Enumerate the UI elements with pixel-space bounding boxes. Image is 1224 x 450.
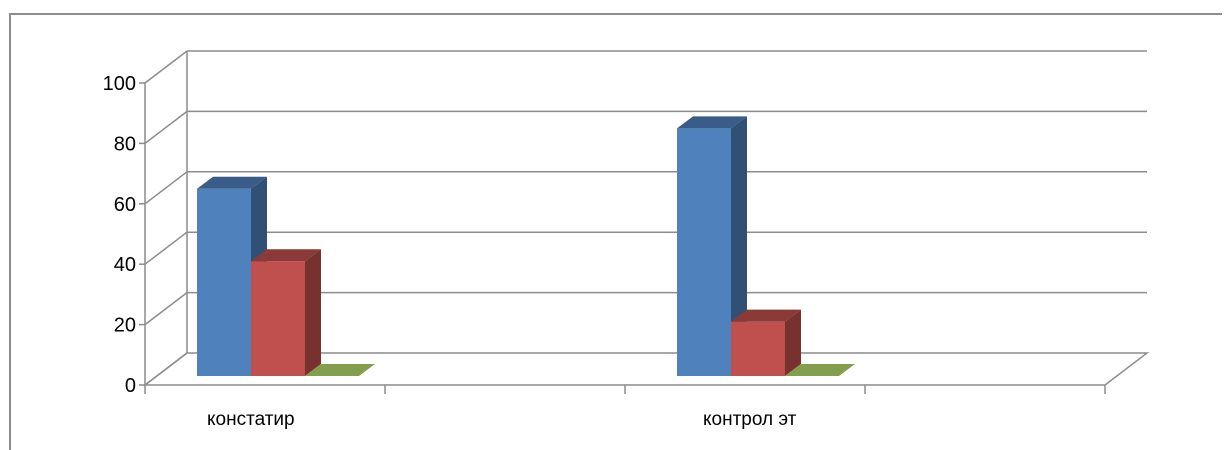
bar-top [785, 364, 855, 376]
bar-front [731, 321, 785, 376]
bar-top [197, 176, 267, 189]
bar-top [305, 364, 375, 376]
side-wall-line [144, 110, 188, 144]
bar-side [731, 116, 747, 377]
bar-front [677, 128, 731, 376]
y-tick-label: 80 [114, 133, 136, 155]
bar-side [785, 309, 801, 376]
gridlines [144, 50, 1147, 386]
chart-floor [142, 352, 1150, 386]
y-tick-label: 40 [114, 254, 136, 276]
chart-frame [9, 13, 1222, 450]
axes [139, 51, 1150, 394]
bars [197, 116, 855, 377]
bar-2-series-3 [785, 364, 855, 376]
labels: 0 20 40 60 80 100 констатир контрол эт [103, 73, 797, 430]
y-tick-label: 20 [114, 315, 136, 337]
y-tick-label: 100 [103, 73, 136, 95]
bar-top [251, 249, 321, 262]
bar-1-series-2 [251, 249, 321, 376]
side-wall-line [144, 50, 188, 84]
bar-2-series-1 [677, 116, 747, 377]
bar-2-series-2 [731, 309, 801, 376]
y-tick-label: 0 [125, 375, 136, 397]
bar-front [197, 188, 251, 376]
bar-1-series-3 [305, 364, 375, 376]
bar-front [251, 261, 305, 376]
y-tick-label: 60 [114, 194, 136, 216]
category-label: контрол эт [703, 409, 797, 430]
category-label: констатир [207, 409, 295, 430]
side-wall-line [144, 292, 188, 326]
bar-top [677, 116, 747, 129]
side-wall-line [144, 171, 188, 205]
bar-side [305, 249, 321, 376]
bar-top [731, 309, 801, 322]
side-wall-line [144, 231, 188, 265]
